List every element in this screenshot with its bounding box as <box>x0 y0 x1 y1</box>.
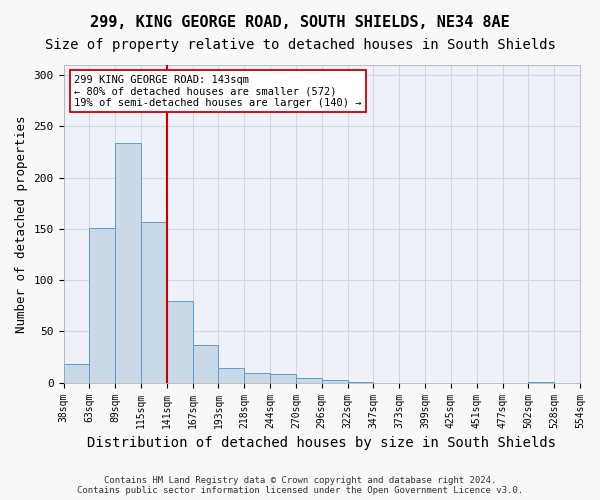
Text: Size of property relative to detached houses in South Shields: Size of property relative to detached ho… <box>44 38 556 52</box>
Text: Contains HM Land Registry data © Crown copyright and database right 2024.
Contai: Contains HM Land Registry data © Crown c… <box>77 476 523 495</box>
Bar <box>244 374 270 382</box>
Bar <box>167 300 193 382</box>
Bar <box>89 228 115 382</box>
Bar <box>296 378 322 382</box>
Y-axis label: Number of detached properties: Number of detached properties <box>15 115 28 332</box>
Bar <box>64 364 89 382</box>
Bar <box>322 380 347 382</box>
Bar <box>270 374 296 382</box>
X-axis label: Distribution of detached houses by size in South Shields: Distribution of detached houses by size … <box>87 436 556 450</box>
Bar <box>115 143 141 382</box>
Bar <box>141 222 167 382</box>
Text: 299 KING GEORGE ROAD: 143sqm
← 80% of detached houses are smaller (572)
19% of s: 299 KING GEORGE ROAD: 143sqm ← 80% of de… <box>74 74 361 108</box>
Text: 299, KING GEORGE ROAD, SOUTH SHIELDS, NE34 8AE: 299, KING GEORGE ROAD, SOUTH SHIELDS, NE… <box>90 15 510 30</box>
Bar <box>193 345 218 383</box>
Bar <box>218 368 244 382</box>
